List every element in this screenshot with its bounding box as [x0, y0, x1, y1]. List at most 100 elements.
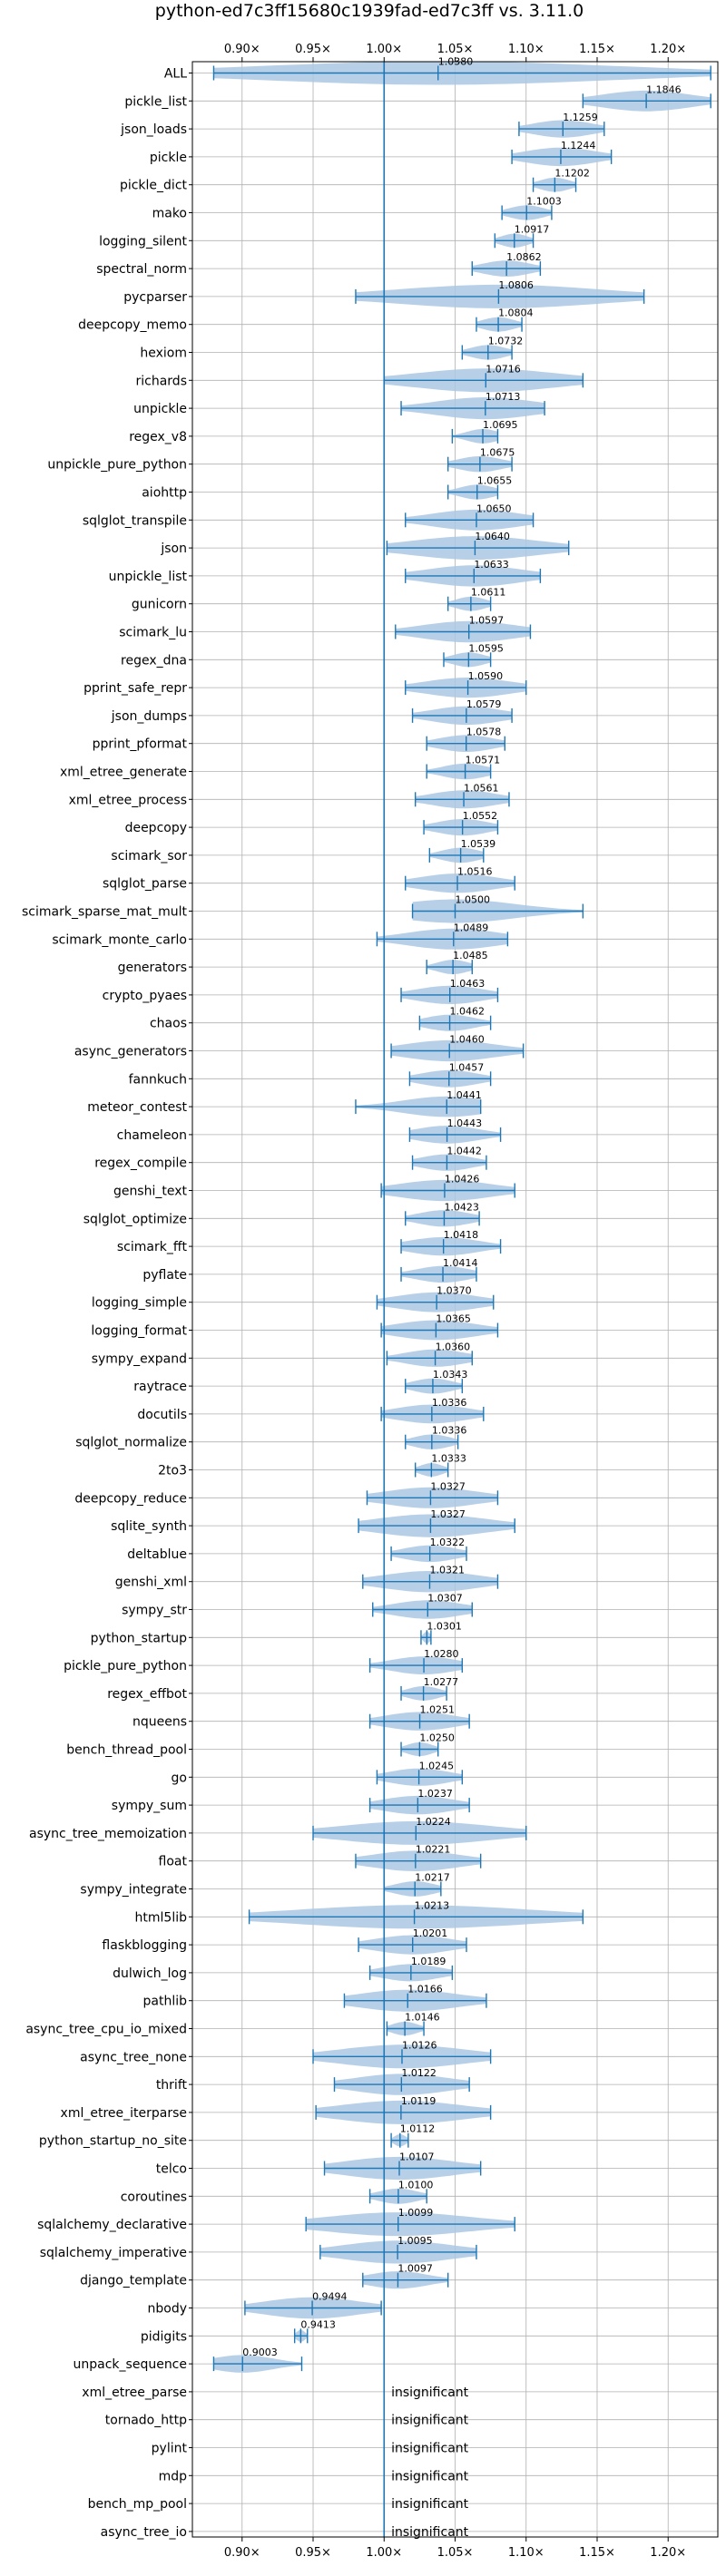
category-label: sqlglot_optimize	[83, 1212, 187, 1226]
category-label: async_tree_io	[101, 2525, 187, 2540]
category-label: deltablue	[127, 1547, 187, 1562]
category-label: dulwich_log	[113, 1966, 187, 1981]
data-label: 1.0224	[416, 1816, 451, 1828]
data-label: 1.0516	[457, 866, 493, 878]
category-label: bench_mp_pool	[88, 2497, 187, 2512]
category-label: sympy_integrate	[80, 1883, 187, 1898]
insignificant-label: insignificant	[391, 2497, 469, 2512]
data-label: 1.1846	[646, 83, 682, 95]
label-layer: ALL1.0380pickle_list1.1846json_loads1.12…	[22, 56, 682, 2540]
category-label: regex_dna	[121, 653, 187, 668]
category-label: scimark_fft	[117, 1240, 188, 1254]
data-label: 1.0322	[430, 1537, 465, 1548]
data-label: 1.0166	[407, 1984, 443, 1995]
category-label: logging_simple	[92, 1296, 187, 1311]
data-label: 1.0221	[416, 1844, 451, 1856]
category-label: tornado_http	[105, 2414, 187, 2428]
category-label: gunicorn	[132, 598, 187, 612]
data-label: 1.0489	[454, 922, 489, 933]
category-label: mako	[152, 207, 187, 221]
category-label: mdp	[159, 2469, 188, 2483]
data-label: 1.0655	[477, 475, 513, 487]
category-label: regex_effbot	[107, 1687, 187, 1702]
data-label: 1.1003	[526, 196, 562, 208]
category-label: chameleon	[117, 1128, 187, 1143]
data-label: 1.0595	[468, 642, 504, 654]
data-label: 1.0442	[446, 1146, 482, 1157]
category-label: chaos	[150, 1017, 187, 1031]
x-tick-label-bottom: 0.95×	[295, 2546, 331, 2560]
category-label: spectral_norm	[96, 262, 187, 277]
category-label: nbody	[148, 2302, 188, 2317]
category-label: sympy_expand	[92, 1351, 187, 1366]
data-label: 1.0126	[402, 2039, 437, 2051]
data-label: 1.0095	[397, 2235, 433, 2247]
data-label: 1.0578	[466, 727, 502, 738]
category-label: coroutines	[121, 2190, 187, 2204]
category-label: scimark_lu	[119, 626, 187, 640]
category-label: genshi_text	[113, 1185, 188, 1199]
category-label: raytrace	[133, 1380, 187, 1394]
axis-layer: 0.90× 0.90× 0.95× 0.95× 1.00× 1.00× 1.05× 1.05×…	[189, 43, 686, 2560]
category-label: django_template	[80, 2274, 187, 2288]
category-label: pickle	[150, 151, 187, 165]
data-label: 1.0650	[476, 503, 512, 514]
data-label: 1.0250	[419, 1732, 455, 1744]
data-label: 1.0579	[466, 698, 502, 710]
data-label: 1.0423	[444, 1201, 479, 1213]
category-label: async_generators	[74, 1045, 187, 1059]
category-label: pprint_pformat	[93, 737, 188, 752]
data-label: 1.0862	[506, 251, 542, 263]
category-label: sqlite_synth	[111, 1519, 187, 1534]
data-label: 1.0307	[427, 1593, 463, 1605]
data-label: 1.0552	[463, 810, 498, 822]
data-label: 1.0806	[498, 279, 534, 291]
category-label: xml_etree_iterparse	[61, 2106, 187, 2121]
category-label: pprint_safe_repr	[83, 681, 187, 696]
category-label: regex_v8	[129, 430, 187, 444]
x-tick-label-top: 1.15×	[579, 43, 615, 56]
data-label: 1.0327	[430, 1508, 466, 1520]
category-label: sqlglot_parse	[103, 877, 187, 892]
category-label: genshi_xml	[115, 1576, 187, 1590]
data-label: 1.1202	[554, 168, 590, 180]
marks-layer	[212, 62, 711, 2537]
category-label: sqlglot_transpile	[83, 513, 187, 528]
data-label: 1.0633	[474, 559, 509, 571]
data-label: 1.0217	[415, 1872, 450, 1884]
category-label: sqlalchemy_imperative	[40, 2246, 187, 2260]
category-label: bench_thread_pool	[66, 1743, 187, 1758]
data-label: 1.0343	[433, 1369, 468, 1381]
category-label: pylint	[152, 2442, 188, 2456]
data-label: 1.0277	[424, 1676, 459, 1688]
data-label: 1.0426	[445, 1174, 480, 1186]
category-label: scimark_sor	[111, 849, 187, 864]
category-label: meteor_contest	[87, 1100, 187, 1115]
category-label: float	[159, 1855, 188, 1869]
category-label: deepcopy	[125, 821, 187, 835]
category-label: flaskblogging	[102, 1938, 187, 1953]
category-label: sqlglot_normalize	[75, 1436, 187, 1450]
category-label: richards	[136, 374, 188, 388]
data-label: 0.9413	[300, 2318, 336, 2330]
category-label: telco	[156, 2162, 187, 2177]
category-label: aiohttp	[142, 486, 187, 501]
insignificant-label: insignificant	[391, 2525, 469, 2540]
category-label: async_tree_cpu_io_mixed	[25, 2023, 187, 2037]
x-tick-label-bottom: 1.05×	[437, 2546, 474, 2560]
x-tick-label-top: 1.00×	[366, 43, 402, 56]
data-label: 1.0917	[515, 223, 550, 235]
data-label: 1.0590	[468, 670, 504, 682]
category-label: thrift	[156, 2078, 188, 2093]
x-tick-label-top: 0.95×	[295, 43, 331, 56]
x-tick-label-bottom: 0.90×	[224, 2546, 260, 2560]
data-label: 1.0462	[450, 1006, 486, 1018]
category-label: crypto_pyaes	[103, 989, 187, 1003]
data-label: 1.0597	[469, 615, 505, 627]
category-label: go	[172, 1771, 187, 1785]
category-label: sympy_str	[122, 1604, 187, 1618]
category-label: scimark_monte_carlo	[52, 932, 187, 947]
insignificant-label: insignificant	[391, 2442, 469, 2456]
data-label: 1.0122	[401, 2067, 437, 2079]
